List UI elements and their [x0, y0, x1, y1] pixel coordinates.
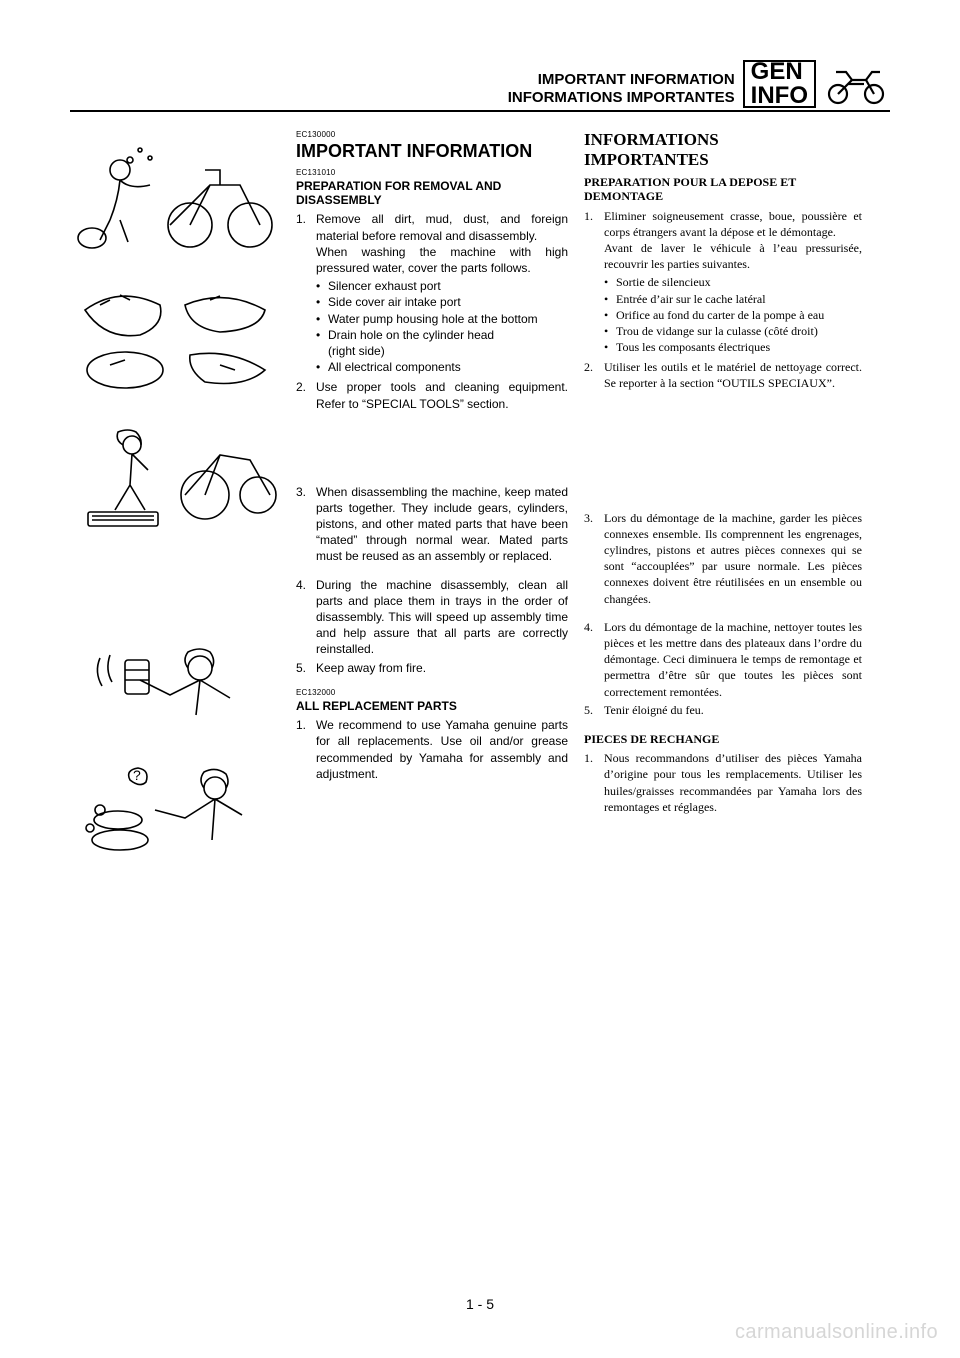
en-bullet2: Side cover air intake port — [316, 294, 568, 310]
en-item4-text: During the machine disassembly, clean al… — [316, 577, 568, 658]
fr-title-line1: INFORMATIONS — [584, 130, 719, 149]
fr-bullet4: Trou de vidange sur la culasse (côté dro… — [604, 323, 862, 339]
section-tag-box: GEN INFO — [743, 60, 816, 108]
fr-bullet5: Tous les composants électriques — [604, 339, 862, 355]
en-bullet5: All electrical components — [316, 359, 568, 375]
french-column: INFORMATIONS IMPORTANTES PREPARATION POU… — [584, 130, 862, 880]
fr-item1-text: Eliminer soigneusement crasse, boue, pou… — [604, 209, 862, 239]
illustration-column: ? — [70, 130, 280, 880]
en-bullet4a: Drain hole on the cylinder head — [328, 328, 494, 342]
fr-item1-text2: Avant de laver le véhicule à l’eau press… — [604, 241, 862, 271]
illustration-trays: ? — [70, 750, 280, 868]
fr-item4-text: Lors du démontage de la machine, nettoye… — [604, 619, 862, 700]
en-item3-num: 3. — [296, 484, 316, 565]
en-item4-num: 4. — [296, 577, 316, 658]
fr-title-line2: IMPORTANTES — [584, 150, 709, 169]
en-bullet1: Silencer exhaust port — [316, 278, 568, 294]
fr-sub-preparation: PREPARATION POUR LA DEPOSE ET DEMONTAGE — [584, 175, 862, 204]
fr-rep1-num: 1. — [584, 750, 604, 815]
en-item3-text: When disassembling the machine, keep mat… — [316, 484, 568, 565]
content-area: ? EC130000 IMPORTANT INFORMATION EC13101… — [70, 130, 890, 880]
fr-bullet3: Orifice au fond du carter de la pompe à … — [604, 307, 862, 323]
fr-item4-num: 4. — [584, 619, 604, 700]
illustration-mated-parts — [70, 620, 280, 738]
svg-text:?: ? — [133, 767, 141, 783]
en-item2-text: Use proper tools and cleaning equipment.… — [316, 379, 568, 411]
code-ec132000: EC132000 — [296, 688, 568, 697]
en-body-replacement: 1. We recommend to use Yamaha genuine pa… — [296, 717, 568, 782]
fr-item5-num: 5. — [584, 702, 604, 718]
en-rep1-text: We recommend to use Yamaha genuine parts… — [316, 717, 568, 782]
fr-item1-num: 1. — [584, 208, 604, 358]
page-header: IMPORTANT INFORMATION INFORMATIONS IMPOR… — [70, 60, 890, 112]
en-bullet4: Drain hole on the cylinder head (right si… — [316, 327, 568, 359]
fr-item3-text: Lors du démontage de la machine, garder … — [604, 510, 862, 607]
en-sub-replacement: ALL REPLACEMENT PARTS — [296, 699, 568, 713]
illustration-washing-bike — [70, 130, 280, 258]
en-item2-num: 2. — [296, 379, 316, 411]
en-bullet4b: (right side) — [328, 344, 385, 358]
tag-info: INFO — [751, 84, 808, 108]
english-column: EC130000 IMPORTANT INFORMATION EC131010 … — [296, 130, 568, 880]
fr-item3-num: 3. — [584, 510, 604, 607]
page-number: 1 - 5 — [0, 1296, 960, 1312]
code-ec130000: EC130000 — [296, 130, 568, 139]
en-body-section1: 1. Remove all dirt, mud, dust, and forei… — [296, 211, 568, 411]
en-item5-text: Keep away from fire. — [316, 660, 568, 676]
fr-bullet1: Sortie de silencieux — [604, 274, 862, 290]
fr-bullet2: Entrée d’air sur le cache latéral — [604, 291, 862, 307]
fr-body-section1: 1. Eliminer soigneusement crasse, boue, … — [584, 208, 862, 392]
fr-body-rechange: 1. Nous recommandons d’utiliser des pièc… — [584, 750, 862, 815]
watermark: carmanualsonline.info — [735, 1321, 938, 1344]
en-item1-text: Remove all dirt, mud, dust, and foreign … — [316, 212, 568, 242]
header-title-en: IMPORTANT INFORMATION — [508, 71, 735, 90]
fr-body-section2: 3. Lors du démontage de la machine, gard… — [584, 510, 862, 718]
code-ec131010: EC131010 — [296, 168, 568, 177]
fr-item2-num: 2. — [584, 359, 604, 391]
en-sub-preparation: PREPARATION FOR REMOVAL AND DISASSEMBLY — [296, 179, 568, 208]
illustration-cover-parts — [70, 270, 280, 398]
fr-title: INFORMATIONS IMPORTANTES — [584, 130, 862, 171]
en-title-important-information: IMPORTANT INFORMATION — [296, 141, 568, 162]
motorcycle-icon — [822, 60, 890, 108]
en-body-section2: 3. When disassembling the machine, keep … — [296, 484, 568, 676]
fr-rep1-text: Nous recommandons d’utiliser des pièces … — [604, 750, 862, 815]
header-titles: IMPORTANT INFORMATION INFORMATIONS IMPOR… — [508, 71, 735, 109]
en-item5-num: 5. — [296, 660, 316, 676]
en-item1-num: 1. — [296, 211, 316, 377]
tag-gen: GEN — [751, 60, 808, 84]
en-rep1-num: 1. — [296, 717, 316, 782]
illustration-tools-bike — [70, 410, 280, 538]
en-item1-text2: When washing the machine with high press… — [316, 245, 568, 275]
fr-item2-text: Utiliser les outils et le matériel de ne… — [604, 359, 862, 391]
fr-item5-text: Tenir éloigné du feu. — [604, 702, 862, 718]
fr-sub-rechange: PIECES DE RECHANGE — [584, 732, 862, 746]
en-bullet3: Water pump housing hole at the bottom — [316, 311, 568, 327]
header-title-fr: INFORMATIONS IMPORTANTES — [508, 89, 735, 108]
